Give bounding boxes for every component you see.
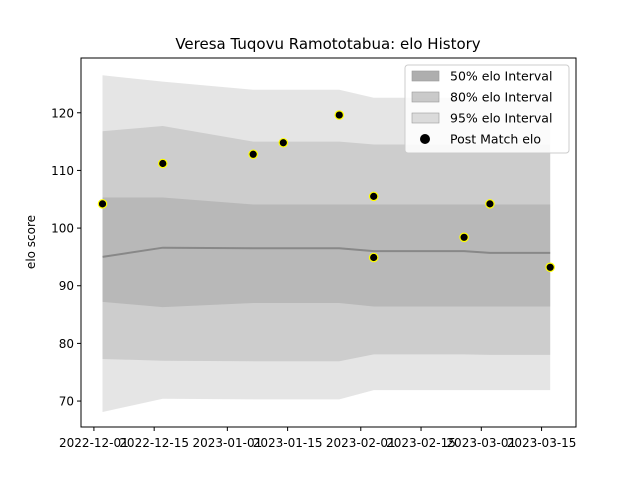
y-tick-label: 70 [59,395,74,409]
post-match-point [157,158,168,169]
legend-swatch-80 [411,91,440,103]
post-match-point [485,199,495,209]
post-match-point [278,137,289,148]
post-match-point [97,199,108,209]
post-match-point [459,232,469,243]
post-match-point [368,191,379,202]
post-match-point [334,110,345,120]
legend-box [404,64,570,154]
legend: 50% elo Interval 80% elo Interval 95% elo … [404,64,570,154]
x-tick-label: 2023-02-01 [326,436,396,450]
legend-swatch-95 [411,112,440,124]
y-tick-label: 100 [51,222,74,236]
legend-swatch-50 [411,70,440,82]
mean-elo-line [102,246,551,258]
post-match-point [248,149,258,160]
band-50 [102,197,551,308]
y-tick-label: 110 [51,164,74,178]
legend-label: 95% elo Interval [450,111,552,126]
post-match-point [368,252,379,263]
x-tick-label: 2022-12-01 [59,436,129,450]
y-tick-label: 120 [51,106,74,120]
y-tick-label: 90 [59,279,74,293]
legend-label: 50% elo Interval [450,69,552,84]
legend-label: 80% elo Interval [450,90,552,105]
plot-frame [80,57,577,428]
chart-title: Veresa Tuqovu Ramototabua: elo History [175,35,480,53]
legend-marker-post-match [420,134,430,144]
legend-label: Post Match elo [450,132,541,147]
y-axis-label: elo score [24,215,38,269]
x-tick-label: 2023-03-15 [507,436,577,450]
x-tick-label: 2023-01-01 [192,436,262,450]
x-tick-label: 2023-02-15 [386,436,456,450]
x-tick-label: 2023-01-15 [253,436,323,450]
post-match-point [545,262,555,273]
x-tick-label: 2022-12-15 [119,436,189,450]
y-tick-label: 80 [59,337,74,351]
x-tick-label: 2023-03-01 [446,436,516,450]
